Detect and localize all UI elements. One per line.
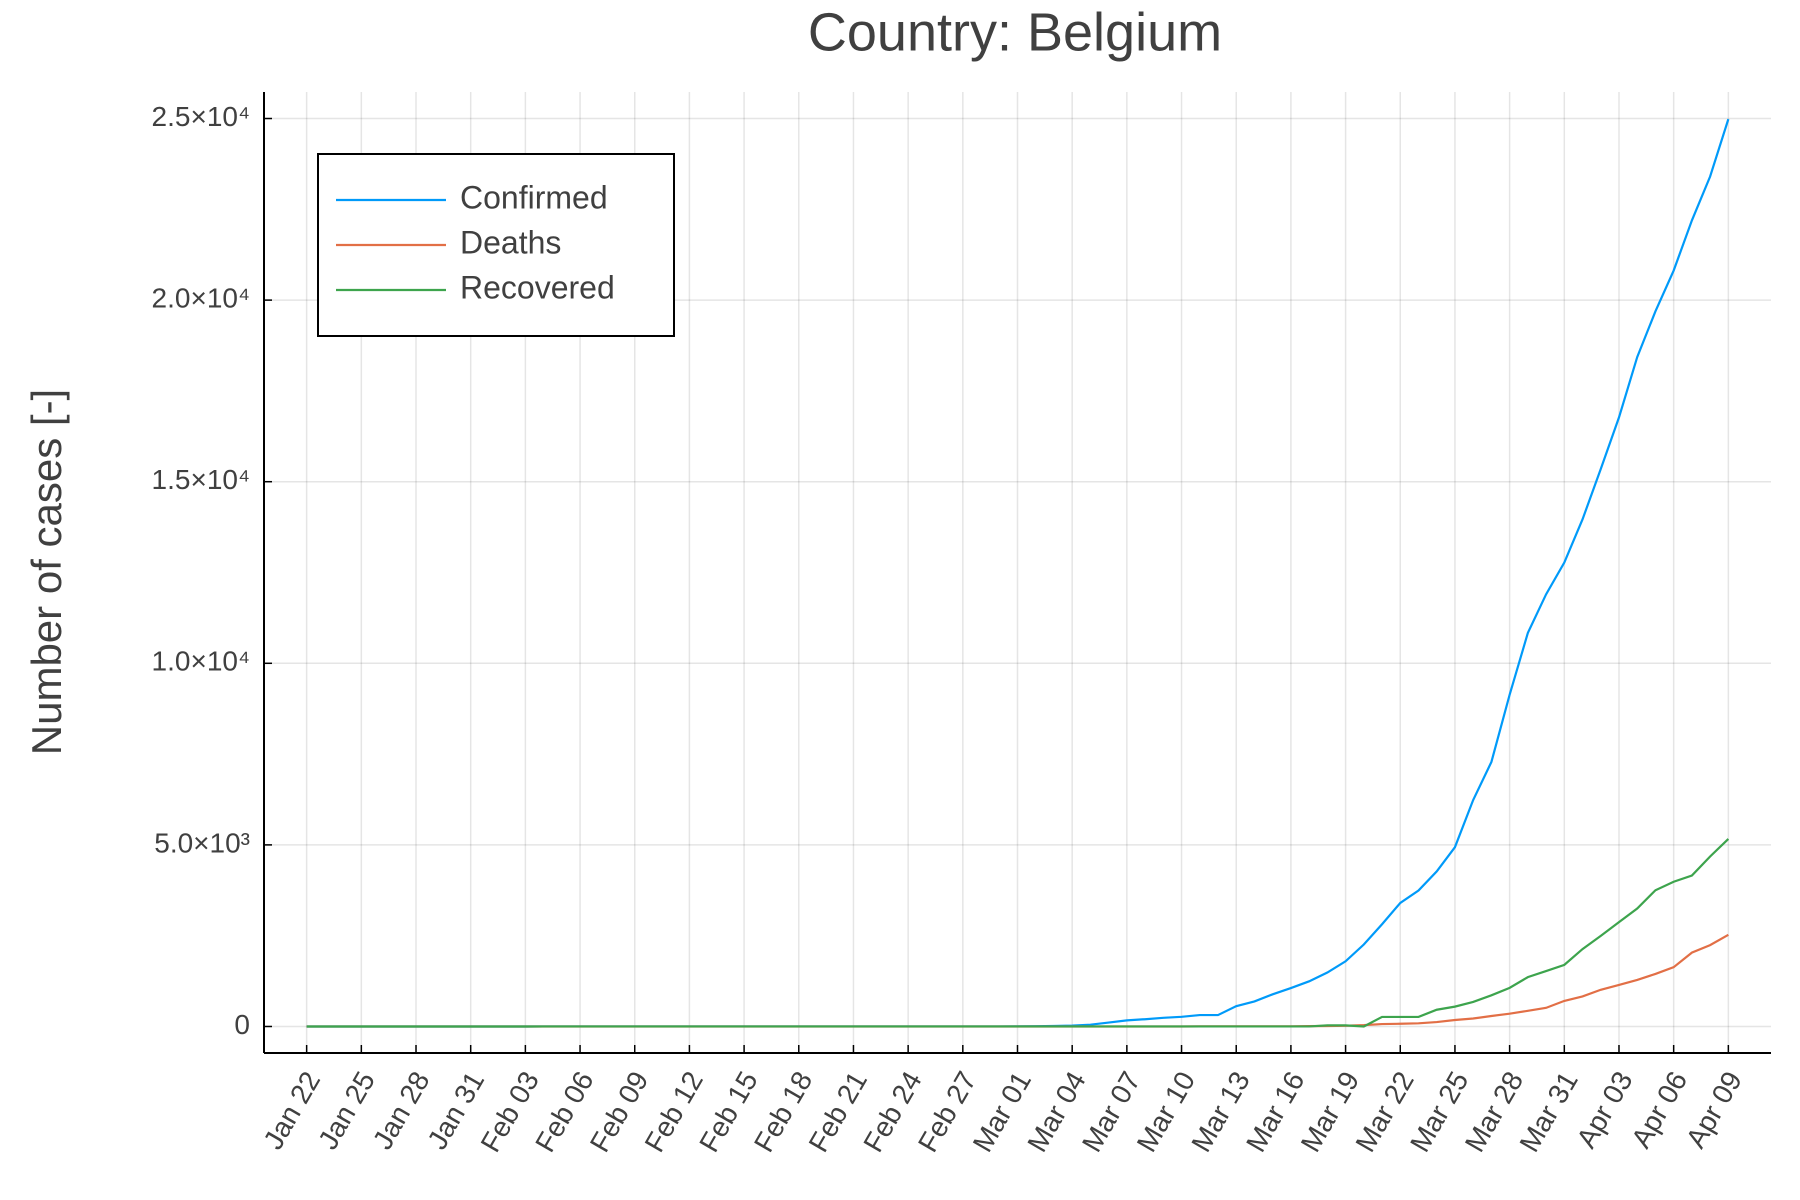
- y-tick-label: 1.0×10⁴: [152, 646, 250, 677]
- legend-label: Recovered: [460, 269, 615, 305]
- y-tick-label: 2.0×10⁴: [152, 282, 250, 313]
- y-axis-label: Number of cases [-]: [23, 389, 70, 755]
- chart-title: Country: Belgium: [808, 2, 1222, 62]
- data-line: [306, 838, 1730, 1028]
- y-tick-label: 5.0×10³: [154, 827, 250, 858]
- y-tick-label: 0: [234, 1009, 250, 1040]
- x-tick-label: Apr 09: [1680, 1066, 1748, 1153]
- y-tick-label: 2.5×10⁴: [152, 101, 250, 132]
- legend-label: Deaths: [460, 224, 561, 260]
- legend-label: Confirmed: [460, 179, 608, 215]
- y-tick-label: 1.5×10⁴: [152, 464, 250, 495]
- legend: Confirmed Deaths Recovered: [317, 153, 675, 337]
